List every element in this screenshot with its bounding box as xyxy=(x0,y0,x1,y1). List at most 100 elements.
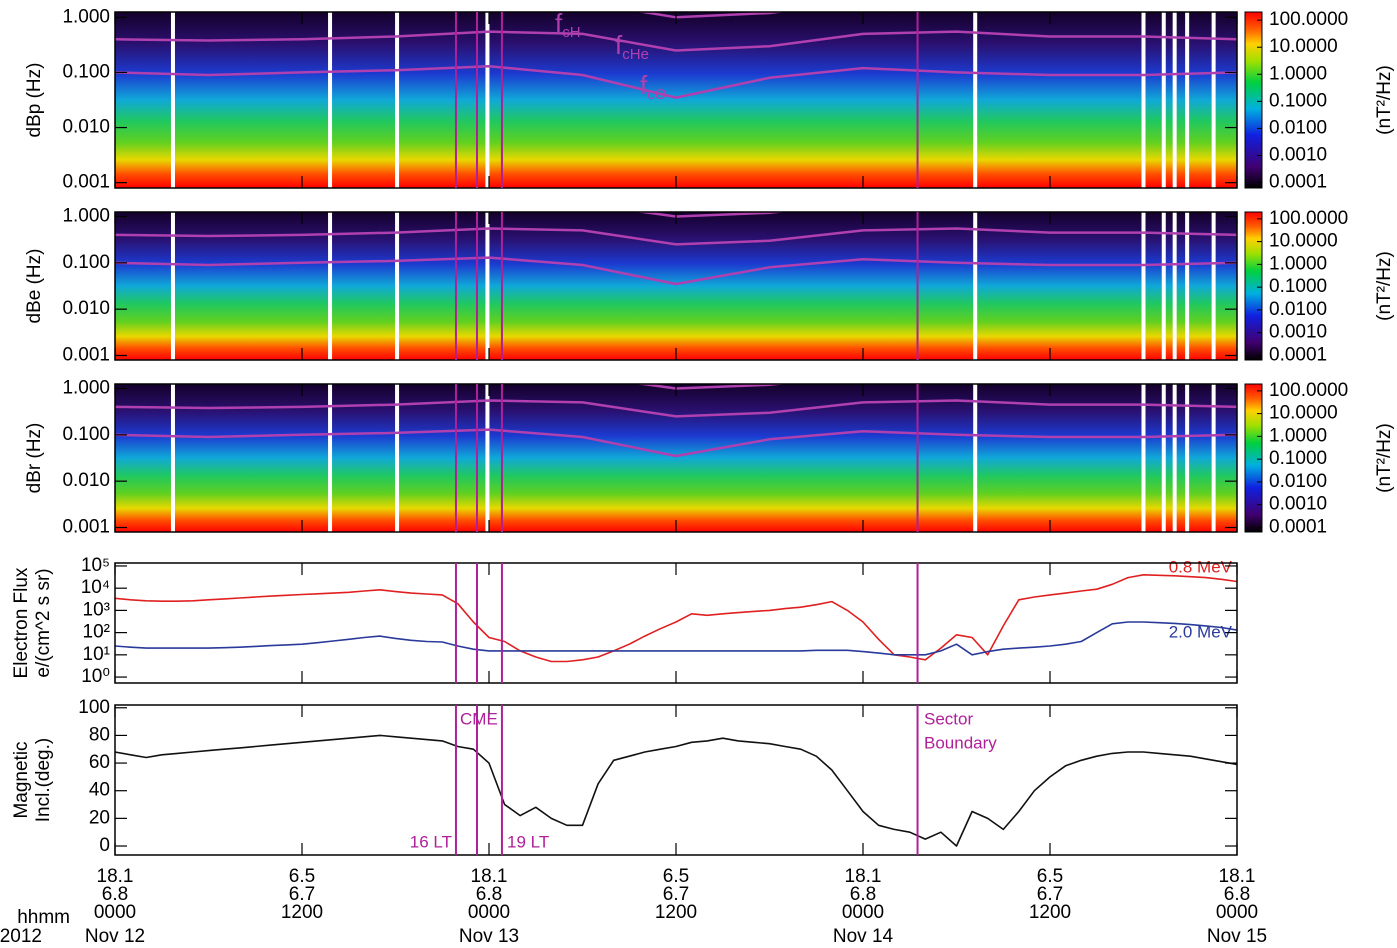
gyrofrequency-line xyxy=(115,428,1237,458)
panel-frame xyxy=(114,704,1238,856)
plot-area xyxy=(115,574,1237,663)
y-axis-label: dBe (Hz) xyxy=(24,249,45,324)
x-tick-label: 0000 xyxy=(468,902,510,923)
spectrogram-image xyxy=(115,212,1237,360)
colorbar-label: (nT²/Hz) xyxy=(1374,65,1395,135)
y-tick-label: 100 xyxy=(78,697,110,718)
x-tick-label: 1200 xyxy=(281,902,323,923)
x-tick-label: 18.1 xyxy=(845,866,882,887)
data-gap xyxy=(1141,212,1146,360)
data-gap xyxy=(1185,12,1190,188)
x-tick-label: 6.8 xyxy=(1224,884,1250,905)
colorbar-label: (nT²/Hz) xyxy=(1374,423,1395,493)
gyrofrequency-line xyxy=(115,227,1237,246)
colorbar xyxy=(1244,11,1263,189)
y-tick-label: 80 xyxy=(89,724,110,745)
y-axis-label: dBr (Hz) xyxy=(24,423,45,494)
event-label: 19 LT xyxy=(507,832,549,851)
y-tick-label: 0.010 xyxy=(62,298,110,319)
data-gap xyxy=(328,212,333,360)
x-tick-label: 1200 xyxy=(1029,902,1071,923)
colorbar xyxy=(1244,383,1263,533)
data-gap xyxy=(1185,212,1190,360)
y-tick-label: 0 xyxy=(99,835,110,856)
curve-label-symbol: f xyxy=(615,30,623,60)
series-label: 2.0 MeV xyxy=(1169,622,1233,641)
x-tick-label: 6.7 xyxy=(663,884,689,905)
x-tick-label: 6.8 xyxy=(476,884,502,905)
plot-area xyxy=(115,734,1237,847)
colorbar-tick-label: 0.0001 xyxy=(1269,172,1327,193)
y-tick-label: 60 xyxy=(89,752,110,773)
data-gap xyxy=(395,384,400,532)
y-tick-label: 0.010 xyxy=(62,117,110,138)
plot-area xyxy=(115,212,1237,360)
curve-label: fcH xyxy=(555,8,581,41)
data-gap xyxy=(485,12,490,188)
y-axis-label: Magnetic xyxy=(11,741,32,818)
colorbar-tick-label: 0.0100 xyxy=(1269,299,1327,320)
event-label: 16 LT xyxy=(410,832,452,851)
y-tick-label: 10⁰ xyxy=(81,666,110,687)
data-gap xyxy=(1161,212,1166,360)
event-label: CME xyxy=(460,709,498,728)
series-label: 0.8 MeV xyxy=(1169,557,1233,576)
x-tick-label: 6.5 xyxy=(1037,866,1063,887)
data-gap xyxy=(395,12,400,188)
colorbar-tick-label: 0.0001 xyxy=(1269,516,1327,537)
y-axis-label: Electron Flux xyxy=(11,567,32,678)
data-gap xyxy=(328,384,333,532)
data-gap xyxy=(485,384,490,532)
colorbar-tick-label: 0.1000 xyxy=(1269,90,1327,111)
y-tick-label: 1.000 xyxy=(62,6,110,27)
data-gap xyxy=(1172,384,1177,532)
colorbar-tick-label: 0.0010 xyxy=(1269,145,1327,166)
data-gap xyxy=(170,12,175,188)
plot-area xyxy=(115,12,1237,188)
colorbar-tick-label: 0.0001 xyxy=(1269,344,1327,365)
data-gap xyxy=(1211,212,1216,360)
data-gap xyxy=(485,212,490,360)
colorbar-tick-label: 0.0010 xyxy=(1269,494,1327,515)
gyrofrequency-line xyxy=(115,399,1237,418)
y-tick-label: 0.001 xyxy=(62,172,110,193)
spectrogram-image xyxy=(115,12,1237,188)
colorbar-tick-label: 0.0010 xyxy=(1269,322,1327,343)
data-gap xyxy=(1141,12,1146,188)
series-line xyxy=(115,734,1237,847)
x-tick-label: 6.7 xyxy=(289,884,315,905)
curve-label-subscript: cHe xyxy=(622,46,649,63)
x-tick-label: Nov 15 xyxy=(1207,926,1267,947)
x-tick-label: 0000 xyxy=(1216,902,1258,923)
data-gap xyxy=(1172,12,1177,188)
curve-label-symbol: f xyxy=(640,70,648,100)
x-tick-label: 18.1 xyxy=(97,866,134,887)
data-gap xyxy=(1161,384,1166,532)
colorbar-tick-label: 1.0000 xyxy=(1269,425,1327,446)
spectrogram-image xyxy=(115,384,1237,532)
curve-label-subscript: cH xyxy=(562,24,580,41)
colorbar-tick-label: 0.1000 xyxy=(1269,448,1327,469)
x-row-label: 2012 xyxy=(0,926,42,947)
data-gap xyxy=(973,212,978,360)
colorbar-tick-label: 10.0000 xyxy=(1269,36,1338,57)
data-gap xyxy=(973,12,978,188)
y-tick-label: 20 xyxy=(89,807,110,828)
event-label: Sector xyxy=(924,709,973,728)
y-tick-label: 0.100 xyxy=(62,61,110,82)
x-tick-label: 0000 xyxy=(842,902,884,923)
colorbar xyxy=(1244,211,1263,361)
data-gap xyxy=(973,384,978,532)
y-tick-label: 0.100 xyxy=(62,252,110,273)
x-tick-label: 0000 xyxy=(94,902,136,923)
x-tick-label: 6.8 xyxy=(850,884,876,905)
colorbar-tick-label: 10.0000 xyxy=(1269,231,1338,252)
plot-area xyxy=(115,384,1237,532)
curve-label-symbol: f xyxy=(555,8,563,38)
colorbar-tick-label: 0.0100 xyxy=(1269,471,1327,492)
data-gap xyxy=(170,384,175,532)
x-tick-label: 6.5 xyxy=(289,866,315,887)
x-tick-label: Nov 14 xyxy=(833,926,894,947)
colorbar-tick-label: 100.0000 xyxy=(1269,208,1348,229)
x-tick-label: 6.5 xyxy=(663,866,689,887)
